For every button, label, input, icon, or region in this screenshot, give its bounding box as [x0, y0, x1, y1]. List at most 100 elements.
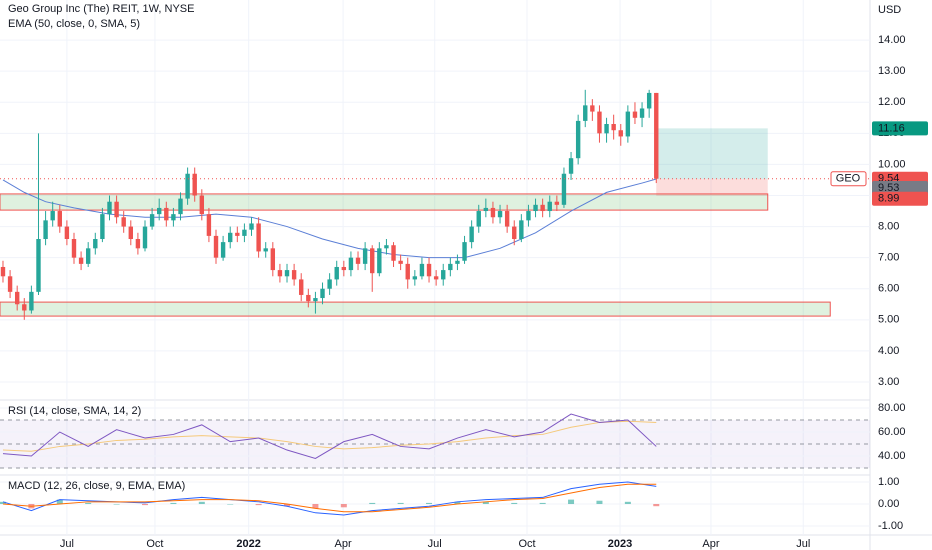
- histogram-bar: [539, 502, 546, 505]
- candle-body: [554, 201, 560, 205]
- candle-body: [164, 207, 169, 221]
- candle-body: [405, 263, 410, 280]
- histogram-bar: [255, 504, 262, 506]
- x-tick-label: 2022: [236, 538, 260, 550]
- candle-body: [192, 173, 197, 196]
- candle-body: [100, 214, 105, 240]
- candle-body: [0, 266, 6, 277]
- candle-body: [220, 242, 226, 258]
- histogram-bar: [511, 502, 518, 505]
- candle-body: [391, 245, 396, 261]
- histogram-bar: [596, 500, 603, 505]
- candle-body: [377, 248, 382, 274]
- candle-body: [618, 130, 623, 137]
- candle-body: [327, 279, 332, 289]
- candle-body: [547, 201, 552, 212]
- candle-body: [362, 248, 368, 264]
- series-line: [2, 413, 657, 459]
- symbol-label: GEO: [836, 173, 861, 185]
- candle-body: [540, 204, 545, 212]
- target-label-bg: [872, 121, 928, 136]
- candle-body: [199, 195, 205, 215]
- histogram-bar: [568, 499, 575, 505]
- candle-body: [519, 220, 524, 240]
- entry-label-bg: [872, 181, 928, 196]
- histogram-bar: [142, 504, 148, 506]
- candle-body: [441, 270, 446, 280]
- histogram-bar: [653, 504, 660, 507]
- candle-body: [533, 204, 538, 212]
- candle-body: [206, 214, 212, 236]
- entry-label: 9.53: [878, 182, 899, 194]
- histogram-bar: [56, 499, 63, 505]
- histogram-bar: [227, 504, 234, 505]
- candle-body: [299, 279, 304, 295]
- candle-body: [611, 124, 616, 131]
- x-tick-label: Jul: [60, 538, 74, 550]
- candle-body: [426, 263, 432, 277]
- target-label: 11.16: [878, 122, 905, 134]
- panel-title: RSI (14, close, SMA, 14, 2): [8, 405, 141, 417]
- candle-body: [448, 263, 453, 271]
- candle-body: [22, 304, 27, 311]
- y-tick-label: 80.00: [878, 402, 906, 414]
- histogram-bar: [369, 502, 376, 505]
- x-tick-label: Apr: [335, 538, 352, 550]
- candle-body: [43, 220, 48, 240]
- candle-body: [270, 248, 276, 271]
- y-tick-label: -1.00: [878, 520, 903, 532]
- candle-body: [185, 173, 190, 199]
- candle-body: [85, 248, 91, 264]
- candle-body: [93, 239, 98, 249]
- y-tick-label: 4.00: [878, 345, 899, 357]
- y-tick-label: 6.00: [878, 283, 899, 295]
- candle-body: [135, 239, 141, 249]
- y-tick-label: 13.00: [878, 65, 906, 77]
- histogram-bar: [113, 504, 120, 505]
- histogram-bar: [624, 501, 631, 505]
- candle-body: [597, 111, 602, 134]
- candle-body: [256, 223, 261, 252]
- x-tick-label: Jul: [428, 538, 442, 550]
- candle-body: [291, 270, 297, 280]
- candle-body: [235, 232, 240, 236]
- stop-zone: [656, 179, 768, 196]
- histogram-bar: [397, 502, 404, 505]
- candle-body: [306, 294, 311, 302]
- histogram-bar: [85, 502, 92, 505]
- candle-body: [476, 211, 481, 227]
- candle-body: [78, 257, 84, 264]
- candle-body: [604, 124, 609, 134]
- candle-body: [348, 257, 354, 271]
- x-tick-label: Jul: [796, 538, 810, 550]
- histogram-bar: [340, 504, 347, 508]
- candle-body: [512, 226, 517, 240]
- candle-body: [242, 229, 247, 236]
- candle-body: [320, 288, 325, 299]
- x-tick-label: Oct: [518, 538, 535, 550]
- candle-body: [497, 211, 503, 218]
- candle-body: [107, 201, 112, 215]
- candle-body: [384, 245, 389, 249]
- candle-body: [568, 158, 574, 174]
- candle-body: [490, 207, 496, 218]
- histogram-bar: [198, 501, 205, 505]
- legend-entry: EMA (50, close, 0, SMA, 5): [8, 18, 140, 30]
- candle-body: [370, 248, 375, 274]
- histogram-bar: [454, 501, 461, 505]
- candle-body: [284, 270, 290, 277]
- histogram-bar: [284, 504, 291, 507]
- candle-body: [313, 298, 318, 302]
- x-tick-label: 2023: [608, 538, 632, 550]
- candle-body: [149, 214, 155, 227]
- candle-body: [419, 263, 425, 277]
- y-tick-label: 14.00: [878, 34, 906, 46]
- histogram-bar: [312, 504, 319, 509]
- candle-body: [561, 173, 567, 205]
- candle-body: [29, 291, 34, 311]
- candle-body: [64, 226, 70, 240]
- y-tick-label: 40.00: [878, 450, 906, 462]
- candle-body: [178, 198, 183, 215]
- y-tick-label: 1.00: [878, 476, 899, 488]
